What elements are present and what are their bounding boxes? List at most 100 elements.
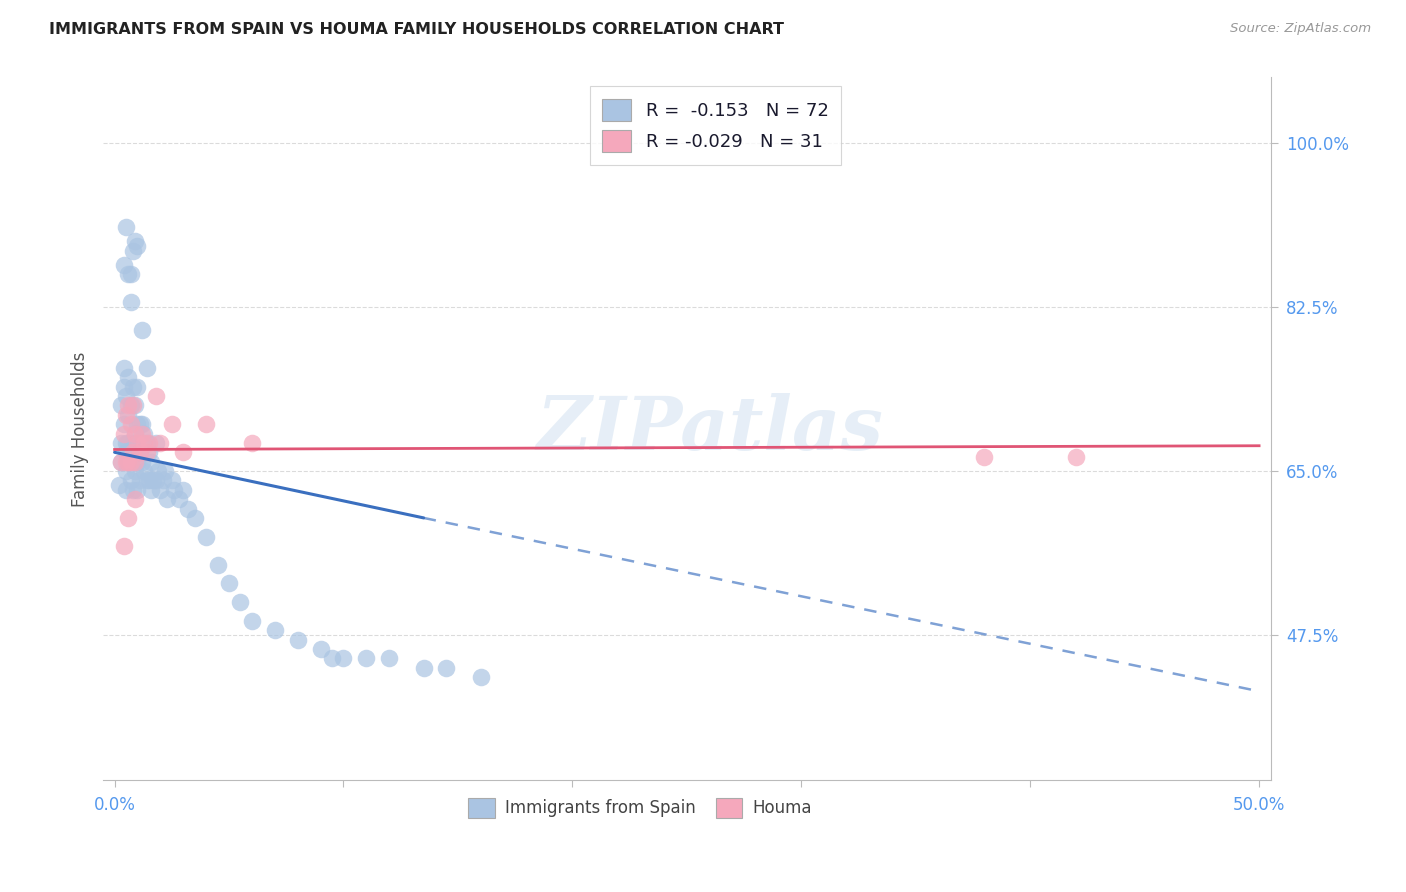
Point — [120, 474, 142, 488]
Point — [128, 445, 150, 459]
Point — [229, 595, 252, 609]
Point — [172, 445, 194, 459]
Point — [412, 661, 434, 675]
Point — [117, 511, 139, 525]
Point — [115, 408, 138, 422]
Point — [378, 651, 401, 665]
Point — [207, 558, 229, 572]
Text: IMMIGRANTS FROM SPAIN VS HOUMA FAMILY HOUSEHOLDS CORRELATION CHART: IMMIGRANTS FROM SPAIN VS HOUMA FAMILY HO… — [49, 22, 785, 37]
Point — [163, 483, 186, 497]
Point — [127, 417, 149, 432]
Point — [1064, 450, 1087, 464]
Point — [110, 436, 132, 450]
Point — [141, 455, 163, 469]
Point — [115, 464, 138, 478]
Point — [112, 258, 135, 272]
Point — [149, 436, 172, 450]
Point — [146, 464, 169, 478]
Point — [134, 464, 156, 478]
Point — [177, 501, 200, 516]
Point — [115, 220, 138, 235]
Point — [124, 426, 146, 441]
Point — [131, 417, 153, 432]
Point — [240, 614, 263, 628]
Point — [127, 436, 149, 450]
Point — [127, 455, 149, 469]
Point — [120, 295, 142, 310]
Point — [141, 483, 163, 497]
Point — [122, 244, 145, 258]
Point — [135, 436, 157, 450]
Point — [135, 474, 157, 488]
Point — [108, 478, 131, 492]
Point — [124, 464, 146, 478]
Point — [470, 670, 492, 684]
Point — [160, 417, 183, 432]
Point — [160, 474, 183, 488]
Point — [127, 380, 149, 394]
Text: Source: ZipAtlas.com: Source: ZipAtlas.com — [1230, 22, 1371, 36]
Point — [115, 483, 138, 497]
Point — [115, 389, 138, 403]
Point — [110, 455, 132, 469]
Point — [128, 474, 150, 488]
Point — [973, 450, 995, 464]
Point — [183, 511, 205, 525]
Point — [120, 455, 142, 469]
Point — [138, 474, 160, 488]
Point — [120, 399, 142, 413]
Point — [145, 474, 167, 488]
Point — [149, 483, 172, 497]
Point — [124, 455, 146, 469]
Point — [127, 483, 149, 497]
Point — [124, 426, 146, 441]
Point — [218, 576, 240, 591]
Point — [436, 661, 458, 675]
Point — [117, 399, 139, 413]
Legend: Immigrants from Spain, Houma: Immigrants from Spain, Houma — [461, 791, 818, 825]
Point — [195, 417, 218, 432]
Point — [131, 426, 153, 441]
Point — [117, 408, 139, 422]
Point — [356, 651, 378, 665]
Point — [122, 380, 145, 394]
Point — [122, 445, 145, 459]
Point — [135, 445, 157, 459]
Point — [115, 445, 138, 459]
Point — [128, 417, 150, 432]
Point — [153, 464, 176, 478]
Point — [122, 483, 145, 497]
Point — [142, 474, 165, 488]
Point — [240, 436, 263, 450]
Point — [131, 323, 153, 337]
Point — [122, 399, 145, 413]
Point — [112, 361, 135, 376]
Point — [332, 651, 354, 665]
Point — [134, 436, 156, 450]
Point — [117, 455, 139, 469]
Point — [128, 445, 150, 459]
Point — [167, 492, 190, 507]
Point — [112, 380, 135, 394]
Point — [117, 267, 139, 281]
Point — [309, 642, 332, 657]
Y-axis label: Family Households: Family Households — [72, 351, 89, 507]
Point — [117, 436, 139, 450]
Point — [112, 417, 135, 432]
Point — [115, 436, 138, 450]
Point — [115, 455, 138, 469]
Point — [134, 426, 156, 441]
Point — [138, 436, 160, 450]
Point — [195, 530, 218, 544]
Point — [120, 417, 142, 432]
Point — [112, 426, 135, 441]
Point — [124, 492, 146, 507]
Point — [172, 483, 194, 497]
Point — [145, 436, 167, 450]
Point — [110, 455, 132, 469]
Point — [124, 235, 146, 249]
Point — [124, 399, 146, 413]
Text: ZIPatlas: ZIPatlas — [537, 392, 883, 465]
Point — [117, 370, 139, 384]
Point — [117, 455, 139, 469]
